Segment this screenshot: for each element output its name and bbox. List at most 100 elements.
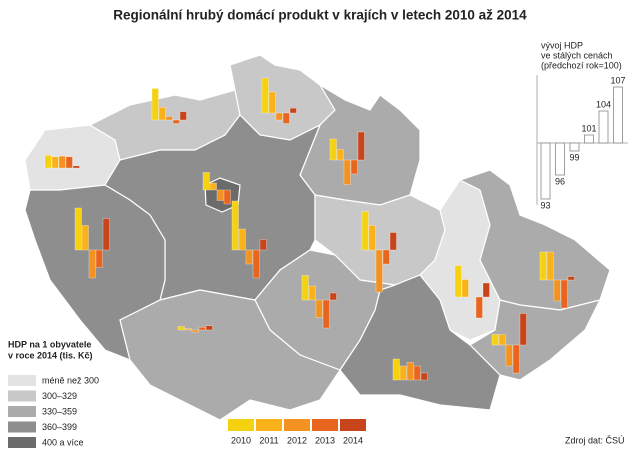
bar [81,225,89,251]
bar [368,225,376,251]
bar [461,279,469,298]
bar [202,172,210,191]
bar [361,211,369,251]
bar [336,149,344,161]
bar [475,296,483,319]
bar [223,189,231,205]
bar [74,207,82,251]
bar [216,189,224,201]
bar [329,138,337,161]
bar [261,77,269,114]
bar [322,299,330,329]
bar [389,232,397,251]
scale-label: 93 [540,200,550,210]
bar [315,299,323,318]
scale-bar [540,142,551,200]
bar [553,279,561,302]
bar [245,249,253,265]
bar [72,165,80,169]
year-swatch [284,419,310,431]
year-swatch [340,419,366,431]
bar [238,228,246,251]
legend-swatch [8,390,36,402]
scale-bar [584,134,594,144]
legend-title: v roce 2014 (tis. Kč) [8,350,93,360]
regions [24,54,611,421]
bar [282,112,290,124]
bar [58,155,66,169]
year-swatch [312,419,338,431]
scale-label: 96 [555,176,565,186]
bar [205,325,213,331]
bar [289,107,297,114]
year-label: 2012 [287,435,307,445]
year-label: 2011 [259,435,278,445]
bar [44,155,52,169]
scale-label: 101 [581,123,596,133]
bar [177,326,185,331]
bar [498,334,506,346]
bar [301,275,309,301]
year-label: 2013 [315,435,335,445]
scale-title: ve stálých cenách [541,50,613,60]
legend-label: 360–399 [42,422,77,432]
bar [392,358,400,381]
bar [512,344,520,374]
bar [191,329,199,333]
bar [560,279,568,309]
year-swatch [256,419,282,431]
scale-bar [598,110,609,144]
bar [519,313,527,346]
bar [350,159,358,175]
bar [420,372,428,381]
bar [546,251,554,281]
bar [165,116,173,121]
bar [375,249,383,293]
scale-bar [569,142,580,152]
bar [505,344,513,367]
legend-title: HDP na 1 obyvatele [8,339,91,349]
bar [491,334,499,346]
bar [329,292,337,301]
bar [179,111,187,121]
bar [539,251,547,281]
legend-swatch [8,406,36,417]
scale-title: (předchozí rok=100) [541,60,622,70]
scale-label: 107 [610,75,625,85]
bar [259,239,267,251]
bar [151,88,159,121]
source: Zdroj dat: ČSÚ [565,435,625,445]
scale-bar [555,142,565,176]
bar [567,276,575,281]
region [119,289,341,421]
bar [252,249,260,279]
bar [158,107,166,121]
bar [275,112,283,121]
legend-swatch [8,437,36,448]
bar [482,282,490,298]
scale-label: 104 [596,99,611,109]
region [469,299,602,381]
legend-swatch [8,421,36,433]
legend-label: 300–329 [42,391,77,401]
year-swatch [228,419,254,431]
bar [209,182,217,191]
legend-label: 330–359 [42,406,77,416]
legend-label: 400 a více [42,437,84,447]
bar [231,200,239,251]
bar [357,131,365,161]
bar [95,249,103,268]
bar [198,327,206,331]
title: Regionální hrubý domácí produkt v krajíc… [113,8,527,23]
scale-title: vývoj HDP [541,40,583,50]
bar [172,119,180,124]
bar [454,265,462,298]
bar [88,249,96,279]
bar [382,249,390,265]
year-label: 2014 [343,435,363,445]
scale-label: 99 [569,152,579,162]
bar [102,218,110,251]
bar [343,159,351,185]
legend-label: méně než 300 [42,375,99,385]
